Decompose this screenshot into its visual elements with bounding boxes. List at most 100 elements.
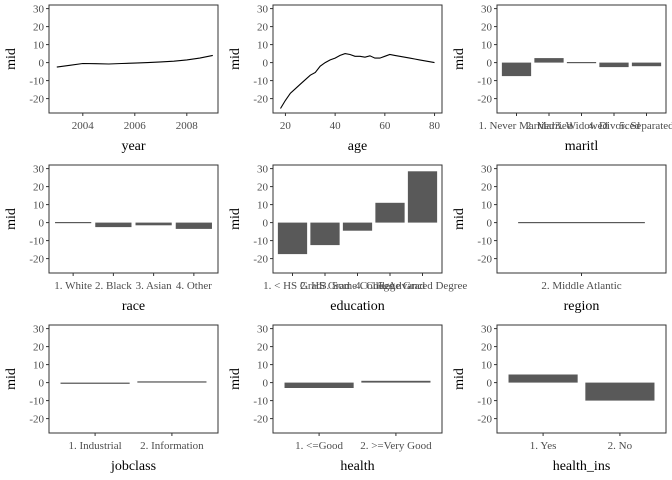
bar bbox=[60, 382, 130, 384]
bar bbox=[407, 171, 438, 223]
x-axis-title: race bbox=[122, 299, 145, 314]
bar bbox=[137, 381, 207, 383]
x-tick-label: 80 bbox=[429, 120, 441, 132]
y-tick-label: -10 bbox=[29, 396, 44, 408]
bar bbox=[566, 62, 597, 64]
x-tick-label: 2006 bbox=[124, 120, 147, 132]
x-tick-label: 3. Asian bbox=[136, 280, 173, 292]
bar bbox=[277, 222, 308, 255]
y-tick-label: 0 bbox=[263, 218, 269, 230]
x-axis-title: education bbox=[330, 299, 384, 314]
x-tick-label: 4. Other bbox=[176, 280, 212, 292]
bar bbox=[284, 382, 354, 388]
y-tick-label: 30 bbox=[257, 4, 269, 16]
series-line bbox=[56, 54, 213, 68]
x-tick-label: 3. Some College bbox=[321, 280, 394, 292]
y-tick-label: -20 bbox=[477, 414, 492, 426]
y-tick-label: 0 bbox=[263, 378, 269, 390]
bar bbox=[534, 58, 564, 63]
y-tick-label: -10 bbox=[477, 236, 492, 248]
x-axis-title: health bbox=[340, 459, 374, 474]
y-tick-label: -20 bbox=[29, 414, 44, 426]
x-tick-label: 2. No bbox=[608, 440, 633, 452]
bar bbox=[361, 380, 431, 383]
y-tick-label: 30 bbox=[481, 4, 493, 16]
panel-background bbox=[49, 325, 218, 433]
x-tick-label: 1. White bbox=[54, 280, 92, 292]
bar bbox=[95, 222, 132, 228]
panel-border bbox=[48, 4, 219, 114]
y-tick-label: -20 bbox=[29, 254, 44, 266]
bar bbox=[599, 62, 629, 68]
y-tick-label: 0 bbox=[487, 378, 493, 390]
y-tick-label: 10 bbox=[481, 200, 493, 212]
y-axis-title: mid bbox=[228, 368, 243, 390]
bar bbox=[310, 222, 340, 246]
x-tick-label: 1. Never Married bbox=[478, 120, 555, 132]
y-tick-label: 10 bbox=[33, 360, 45, 372]
y-tick-label: 10 bbox=[257, 360, 269, 372]
y-axis-title: mid bbox=[228, 48, 243, 70]
y-axis-title: mid bbox=[452, 368, 467, 390]
bar bbox=[508, 374, 578, 383]
y-tick-label: 10 bbox=[257, 200, 269, 212]
x-tick-label: 5. Separated bbox=[619, 120, 672, 132]
panel-background bbox=[497, 5, 666, 113]
y-tick-label: -10 bbox=[477, 76, 492, 88]
panel-background bbox=[497, 165, 666, 273]
panel-border bbox=[496, 324, 667, 434]
panel-border bbox=[48, 324, 219, 434]
y-tick-label: 10 bbox=[481, 360, 493, 372]
y-tick-label: -20 bbox=[253, 414, 268, 426]
panel-border bbox=[272, 324, 443, 434]
y-tick-label: 20 bbox=[33, 22, 45, 34]
y-tick-label: 30 bbox=[33, 4, 45, 16]
bar bbox=[518, 222, 645, 224]
x-tick-label: 1. <=Good bbox=[295, 440, 343, 452]
x-tick-label: 2. HS Grad bbox=[300, 280, 350, 292]
x-tick-label: 60 bbox=[379, 120, 391, 132]
bar bbox=[375, 202, 405, 223]
series-line bbox=[280, 53, 435, 109]
x-axis-title: maritl bbox=[565, 139, 599, 154]
panel-border bbox=[496, 4, 667, 114]
y-tick-label: 30 bbox=[481, 324, 493, 336]
x-tick-label: 2. Black bbox=[95, 280, 132, 292]
bar bbox=[55, 222, 92, 224]
y-tick-label: -20 bbox=[29, 94, 44, 106]
y-tick-label: 0 bbox=[39, 218, 45, 230]
x-tick-label: 2. >=Very Good bbox=[360, 440, 432, 452]
x-tick-label: 4. Divorced bbox=[588, 120, 640, 132]
y-tick-label: 20 bbox=[33, 182, 45, 194]
y-tick-label: -20 bbox=[477, 94, 492, 106]
x-tick-label: 5. Advanced Degree bbox=[378, 280, 468, 292]
y-axis-title: mid bbox=[4, 368, 19, 390]
y-axis-title: mid bbox=[4, 208, 19, 230]
x-axis-title: year bbox=[121, 139, 145, 154]
y-tick-label: 20 bbox=[257, 182, 269, 194]
bar bbox=[501, 62, 532, 77]
x-axis-title: region bbox=[564, 299, 600, 314]
y-tick-label: 30 bbox=[481, 164, 493, 176]
panel-border bbox=[48, 164, 219, 274]
y-tick-label: -10 bbox=[477, 396, 492, 408]
y-tick-label: 0 bbox=[487, 218, 493, 230]
y-tick-label: 30 bbox=[257, 164, 269, 176]
y-tick-label: 20 bbox=[257, 342, 269, 354]
y-tick-label: 10 bbox=[481, 40, 493, 52]
x-tick-label: 2008 bbox=[176, 120, 199, 132]
y-axis-title: mid bbox=[452, 208, 467, 230]
y-tick-label: 10 bbox=[33, 200, 45, 212]
x-axis-title: jobclass bbox=[110, 459, 156, 474]
x-tick-label: 2. Middle Atlantic bbox=[541, 280, 621, 292]
y-tick-label: -10 bbox=[253, 236, 268, 248]
y-tick-label: -10 bbox=[253, 396, 268, 408]
x-axis-title: health_ins bbox=[553, 459, 611, 474]
y-tick-label: 0 bbox=[263, 58, 269, 70]
y-tick-label: 20 bbox=[257, 22, 269, 34]
y-tick-label: 0 bbox=[39, 378, 45, 390]
panel-background bbox=[49, 165, 218, 273]
x-tick-label: 3. Widowed bbox=[555, 120, 609, 132]
x-tick-label: 2. Information bbox=[140, 440, 204, 452]
panel-background bbox=[273, 325, 442, 433]
